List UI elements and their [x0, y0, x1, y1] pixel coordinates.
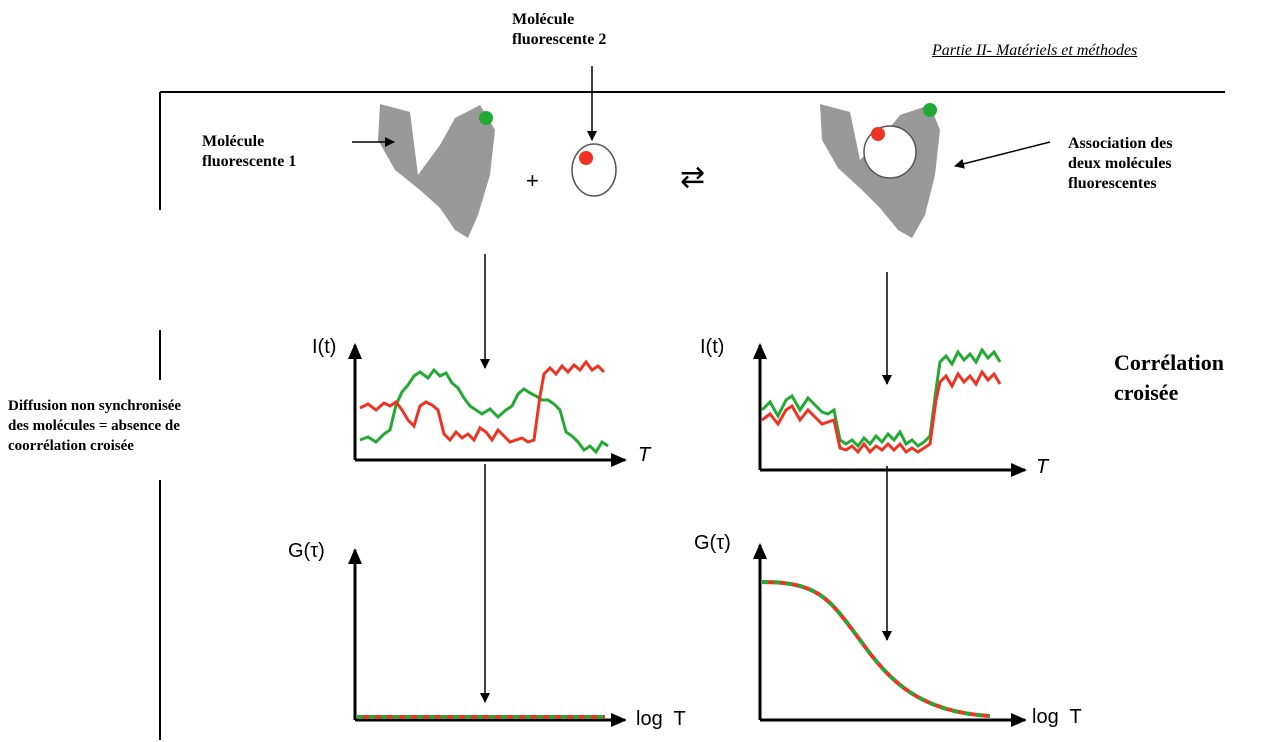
- section-title: Partie II- Matériels et méthodes: [932, 42, 1138, 59]
- intensity-plot-right: [753, 343, 1027, 477]
- plus-sign: +: [526, 168, 539, 193]
- cross-correlation-line1: Corrélation: [1114, 350, 1224, 375]
- non-sync-label-line2: des molécules = absence de: [8, 418, 180, 434]
- molecule-2-shape: [571, 143, 617, 197]
- axis-label-time-left: T: [638, 444, 651, 466]
- curve-decay-red: [761, 580, 991, 718]
- axis-label-logtime-left: log T: [636, 708, 686, 730]
- association-complex-shape: [820, 103, 940, 238]
- axis-label-autocorr-left: G(τ): [288, 540, 325, 562]
- trace-red-left: [359, 359, 606, 444]
- cross-correlation-label: Corrélation croisée: [1114, 348, 1224, 408]
- non-sync-label-line1: Diffusion non synchronisée: [8, 398, 182, 414]
- molecule-1-shape: [378, 104, 495, 238]
- association-label-line2: deux molécules: [1068, 155, 1172, 172]
- green-fluorophore-icon: [479, 111, 493, 125]
- autocorrelation-plot-right: [753, 543, 1027, 727]
- trace-green-left: [359, 367, 609, 455]
- molecule-2-label-line1: Molécule: [512, 11, 575, 28]
- intensity-plot-left: [348, 343, 627, 467]
- green-fluorophore-icon: [923, 103, 937, 117]
- red-fluorophore-icon: [871, 127, 885, 141]
- figure-frame: [159, 91, 1225, 740]
- axis-label-intensity-left: I(t): [312, 336, 337, 358]
- curve-decay-green: [761, 580, 991, 718]
- pointer-arrows: [352, 66, 1051, 703]
- association-label: Association des deux molécules fluoresce…: [1068, 134, 1172, 194]
- autocorrelation-plot-left: [348, 548, 627, 727]
- non-sync-label: Diffusion non synchronisée des molécules…: [8, 396, 181, 456]
- trace-green-right: [760, 347, 1002, 449]
- molecule-2-label: Molécule fluorescente 2: [512, 10, 606, 50]
- axis-label-autocorr-right: G(τ): [694, 532, 731, 554]
- molecule-1-label-line2: fluorescente 1: [202, 153, 297, 170]
- association-label-line3: fluorescentes: [1068, 175, 1157, 192]
- molecule-1-label: Molécule fluorescente 1: [202, 132, 296, 172]
- arrow-to-association: [954, 141, 1051, 169]
- trace-red-right: [761, 369, 1002, 455]
- non-sync-label-line3: coorrélation croisée: [8, 438, 134, 454]
- axis-label-logtime-right: log T: [1032, 706, 1082, 728]
- equilibrium-arrows: ⇄: [680, 161, 706, 194]
- molecule-1-label-line1: Molécule: [202, 133, 265, 150]
- red-fluorophore-icon: [579, 151, 593, 165]
- molecule-2-label-line2: fluorescente 2: [512, 31, 607, 48]
- axis-label-time-right: T: [1036, 456, 1049, 478]
- cross-correlation-line2: croisée: [1114, 380, 1179, 405]
- association-label-line1: Association des: [1068, 135, 1173, 152]
- axis-label-intensity-right: I(t): [700, 336, 725, 358]
